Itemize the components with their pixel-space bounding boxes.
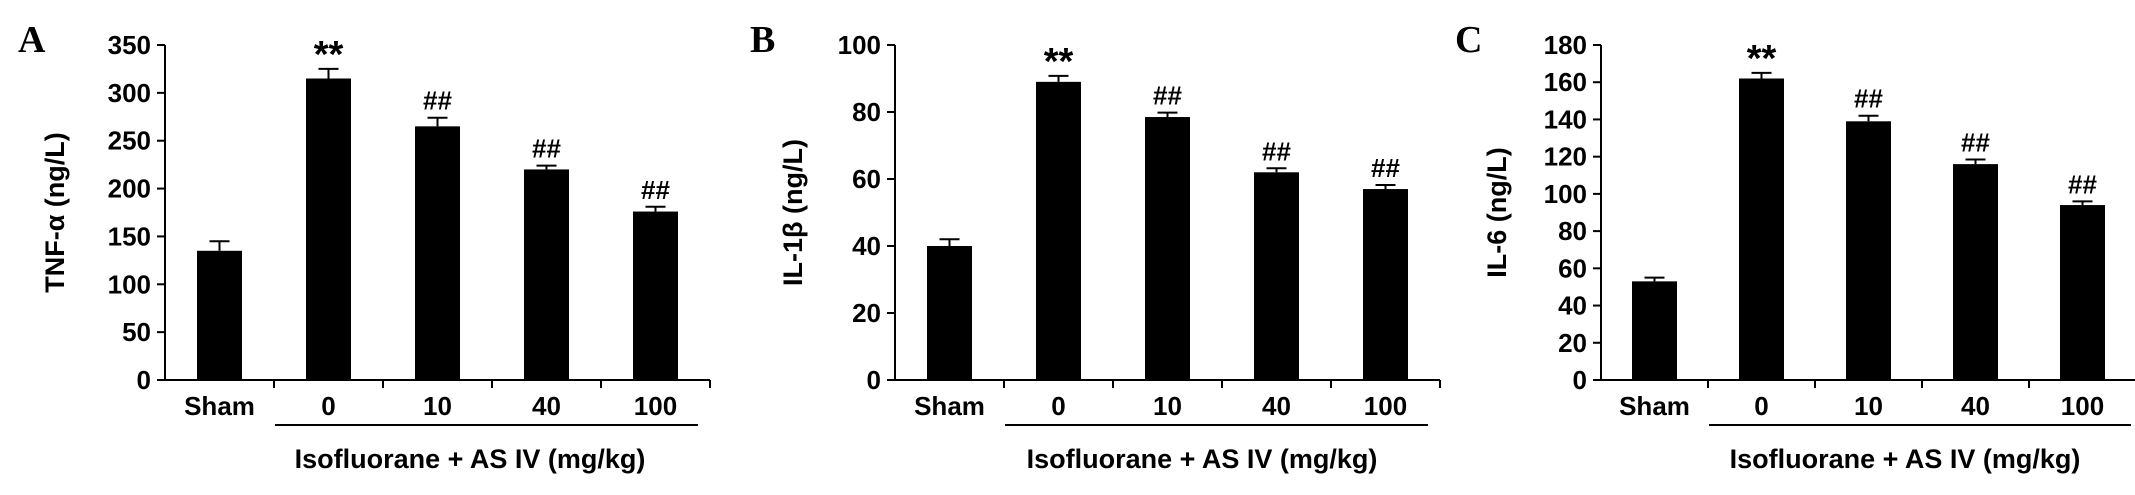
- y-tick-label: 0: [137, 365, 151, 395]
- y-tick-label: 100: [1544, 179, 1587, 209]
- y-tick-label: 20: [1558, 328, 1587, 358]
- y-tick-label: 20: [852, 298, 881, 328]
- x-tick-label: 100: [1364, 391, 1407, 421]
- group-label: Isofluorane + AS IV (mg/kg): [1027, 444, 1378, 474]
- panel-label: C: [1455, 19, 1482, 61]
- y-tick-label: 0: [1573, 365, 1587, 395]
- y-tick-label: 50: [122, 317, 151, 347]
- significance-label: ##: [423, 86, 452, 116]
- y-tick-label: 200: [108, 174, 151, 204]
- group-label: Isofluorane + AS IV (mg/kg): [1730, 444, 2081, 474]
- x-tick-label: 0: [1051, 391, 1065, 421]
- significance-label: ##: [1961, 127, 1990, 157]
- bar: [306, 78, 351, 380]
- y-tick-label: 180: [1544, 30, 1587, 60]
- y-axis-label: IL-1β (ng/L): [778, 139, 808, 286]
- bar: [415, 126, 460, 380]
- y-tick-label: 0: [867, 365, 881, 395]
- x-tick-label: 40: [1961, 391, 1990, 421]
- bar: [633, 211, 678, 380]
- bar: [2060, 205, 2105, 380]
- y-tick-label: 120: [1544, 142, 1587, 172]
- y-tick-label: 60: [852, 164, 881, 194]
- y-tick-label: 350: [108, 30, 151, 60]
- bar: [1036, 81, 1081, 380]
- bar: [1254, 172, 1299, 380]
- bar: [524, 169, 569, 380]
- significance-label: ##: [1262, 136, 1291, 166]
- y-tick-label: 40: [852, 231, 881, 261]
- significance-label: ##: [1153, 81, 1182, 111]
- group-label: Isofluorane + AS IV (mg/kg): [295, 444, 646, 474]
- x-tick-label: 10: [423, 391, 452, 421]
- y-axis-label: IL-6 (ng/L): [1482, 147, 1512, 277]
- y-tick-label: 100: [108, 269, 151, 299]
- significance-label: ##: [532, 134, 561, 164]
- y-axis-label: TNF-α (ng/L): [40, 132, 70, 293]
- y-tick-label: 40: [1558, 291, 1587, 321]
- significance-label: **: [314, 34, 344, 76]
- chart-panel-b: B 0 20 40 60 80 100 IL-1β (ng/L) Sham 0 ** 10 ## 40 ##…: [750, 19, 1441, 474]
- y-tick-label: 250: [108, 126, 151, 156]
- y-tick-label: 60: [1558, 253, 1587, 283]
- significance-label: ##: [641, 175, 670, 205]
- x-tick-label: 0: [321, 391, 335, 421]
- x-tick-label: Sham: [1619, 391, 1690, 421]
- x-tick-label: 10: [1854, 391, 1883, 421]
- bar: [1145, 117, 1190, 381]
- x-tick-label: 0: [1754, 391, 1768, 421]
- y-tick-label: 140: [1544, 104, 1587, 134]
- significance-label: ##: [1371, 153, 1400, 183]
- significance-label: **: [1747, 38, 1777, 80]
- y-tick-label: 150: [108, 221, 151, 251]
- significance-label: ##: [2068, 169, 2097, 199]
- chart-panel-a: A 0 50 100 150 200 250 300 350 TNF-α (ng/L) Sham 0 *…: [18, 19, 711, 474]
- panel-label: A: [18, 19, 46, 61]
- bar: [1632, 281, 1677, 380]
- significance-label: ##: [1854, 84, 1883, 114]
- bar: [1739, 78, 1784, 380]
- y-tick-label: 160: [1544, 67, 1587, 97]
- x-tick-label: Sham: [914, 391, 985, 421]
- bar: [197, 250, 242, 380]
- y-tick-label: 80: [852, 97, 881, 127]
- y-tick-label: 300: [108, 78, 151, 108]
- x-tick-label: Sham: [184, 391, 255, 421]
- x-tick-label: 40: [532, 391, 561, 421]
- x-tick-label: 100: [634, 391, 677, 421]
- significance-label: **: [1044, 41, 1074, 83]
- y-tick-label: 100: [838, 30, 881, 60]
- bar: [1953, 164, 1998, 380]
- y-tick-label: 80: [1558, 216, 1587, 246]
- x-tick-label: 100: [2061, 391, 2104, 421]
- x-tick-label: 10: [1153, 391, 1182, 421]
- bar: [1363, 189, 1408, 380]
- bar: [927, 246, 972, 380]
- bar: [1846, 121, 1891, 381]
- x-tick-label: 40: [1262, 391, 1291, 421]
- panel-label: B: [750, 19, 775, 61]
